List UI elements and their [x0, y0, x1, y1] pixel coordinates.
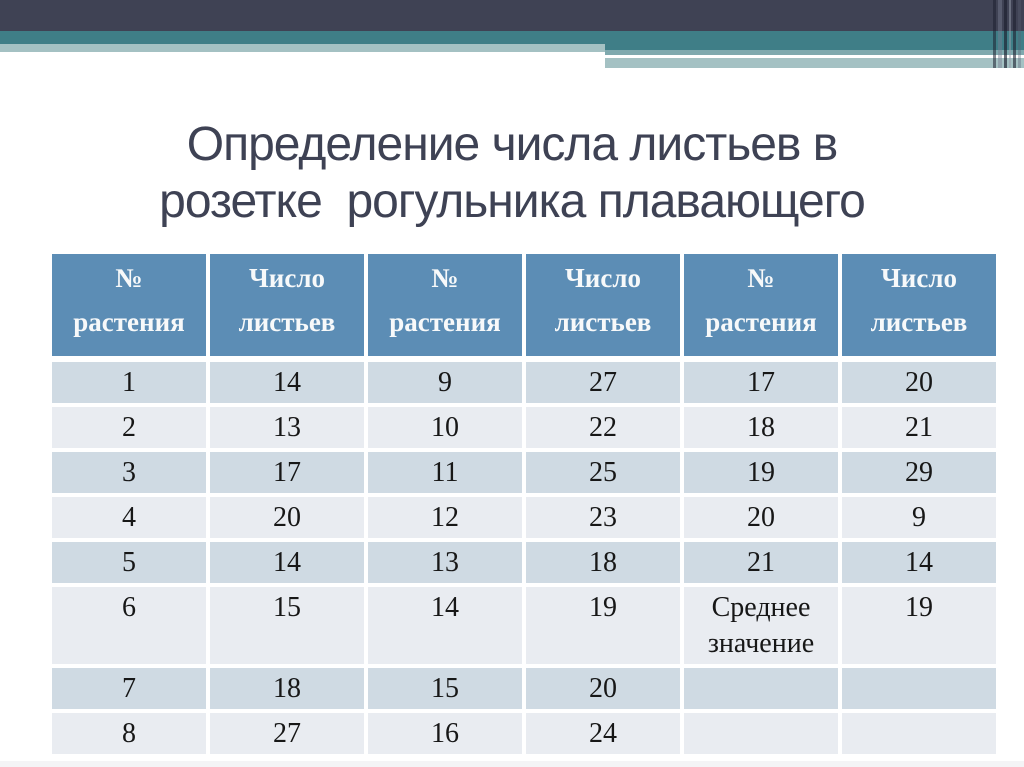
table-cell: 24 [522, 709, 684, 758]
banner-light-teal-bar-right [605, 50, 1024, 55]
table-cell: 5 [48, 538, 210, 587]
table-cell: 14 [838, 538, 1000, 587]
table-cell: 14 [206, 538, 368, 587]
table-cell: 7 [48, 664, 210, 713]
table-cell: 12 [364, 493, 526, 542]
banner-edge-stripe [1018, 0, 1021, 68]
header-plant-number-1: № растения [48, 250, 210, 362]
banner-edge-stripe [1009, 0, 1011, 68]
table-cell: 3 [48, 448, 210, 497]
table-cell: 20 [838, 357, 1000, 407]
header-plant-number-2: № растения [364, 250, 526, 362]
slide-title: Определение числа листьев в розетке рогу… [0, 116, 1024, 230]
table-row: 5 14 13 18 21 14 [48, 538, 1000, 587]
table-cell: 15 [206, 583, 368, 668]
table-cell: 10 [364, 403, 526, 452]
table-row: 3 17 11 25 19 29 [48, 448, 1000, 497]
table-cell: 21 [680, 538, 842, 587]
table-cell [838, 709, 1000, 758]
table-cell: 16 [364, 709, 526, 758]
banner-teal-bar-right [605, 31, 1024, 50]
table-cell: 18 [206, 664, 368, 713]
table-cell: 6 [48, 583, 210, 668]
banner-edge-stripe [993, 0, 996, 68]
table-row: 6 15 14 19 Среднее значение 19 [48, 583, 1000, 668]
table-cell: 14 [364, 583, 526, 668]
table-cell: 9 [838, 493, 1000, 542]
leaf-count-table: № растения Число листьев № растения Числ… [48, 250, 1000, 758]
table-cell: 14 [206, 357, 368, 407]
table-cell: 29 [838, 448, 1000, 497]
table-row: 4 20 12 23 20 9 [48, 493, 1000, 542]
table-cell: 22 [522, 403, 684, 452]
table-cell: 19 [522, 583, 684, 668]
table-cell: 13 [364, 538, 526, 587]
banner-edge-stripe [998, 0, 1002, 68]
table-cell: 11 [364, 448, 526, 497]
slide-bottom-edge [0, 761, 1024, 767]
table-cell [680, 664, 842, 713]
table-cell-average-value: 19 [838, 583, 1000, 668]
table-row: 2 13 10 22 18 21 [48, 403, 1000, 452]
table-cell: 9 [364, 357, 526, 407]
table-row: 1 14 9 27 17 20 [48, 357, 1000, 407]
table-row: 8 27 16 24 [48, 709, 1000, 758]
table-cell: 19 [680, 448, 842, 497]
slide-title-line-1: Определение числа листьев в [186, 118, 839, 172]
table-cell: 20 [680, 493, 842, 542]
table-cell: 23 [522, 493, 684, 542]
table-cell: 15 [364, 664, 526, 713]
header-leaf-count-3: Число листьев [838, 250, 1000, 362]
top-banner [0, 0, 1024, 80]
table-cell: 25 [522, 448, 684, 497]
banner-sage-bar-left [0, 44, 605, 52]
table-cell: 4 [48, 493, 210, 542]
table-cell: 1 [48, 357, 210, 407]
table-cell: 18 [680, 403, 842, 452]
table-cell: 27 [522, 357, 684, 407]
banner-sage-bar-right [605, 58, 1024, 68]
header-leaf-count-2: Число листьев [522, 250, 684, 362]
table-cell: 27 [206, 709, 368, 758]
table-cell: 21 [838, 403, 1000, 452]
banner-edge-stripe [1013, 0, 1016, 68]
header-leaf-count-1: Число листьев [206, 250, 368, 362]
banner-edge-stripe [1004, 0, 1007, 68]
table-cell: 20 [522, 664, 684, 713]
table-row: 7 18 15 20 [48, 664, 1000, 713]
table-cell: 8 [48, 709, 210, 758]
table-header-row: № растения Число листьев № растения Числ… [48, 250, 1000, 362]
banner-dark-bar [0, 0, 1024, 31]
table-cell: 20 [206, 493, 368, 542]
banner-white-divider [605, 55, 955, 58]
table-cell: 18 [522, 538, 684, 587]
table-cell [838, 664, 1000, 713]
slide-title-line-2: розетке рогульника плавающего [159, 175, 866, 229]
table-cell: 2 [48, 403, 210, 452]
table-cell: 17 [680, 357, 842, 407]
header-plant-number-3: № растения [680, 250, 842, 362]
table-cell-average-label: Среднее значение [680, 583, 842, 668]
table-cell [680, 709, 842, 758]
table-cell: 17 [206, 448, 368, 497]
table-cell: 13 [206, 403, 368, 452]
